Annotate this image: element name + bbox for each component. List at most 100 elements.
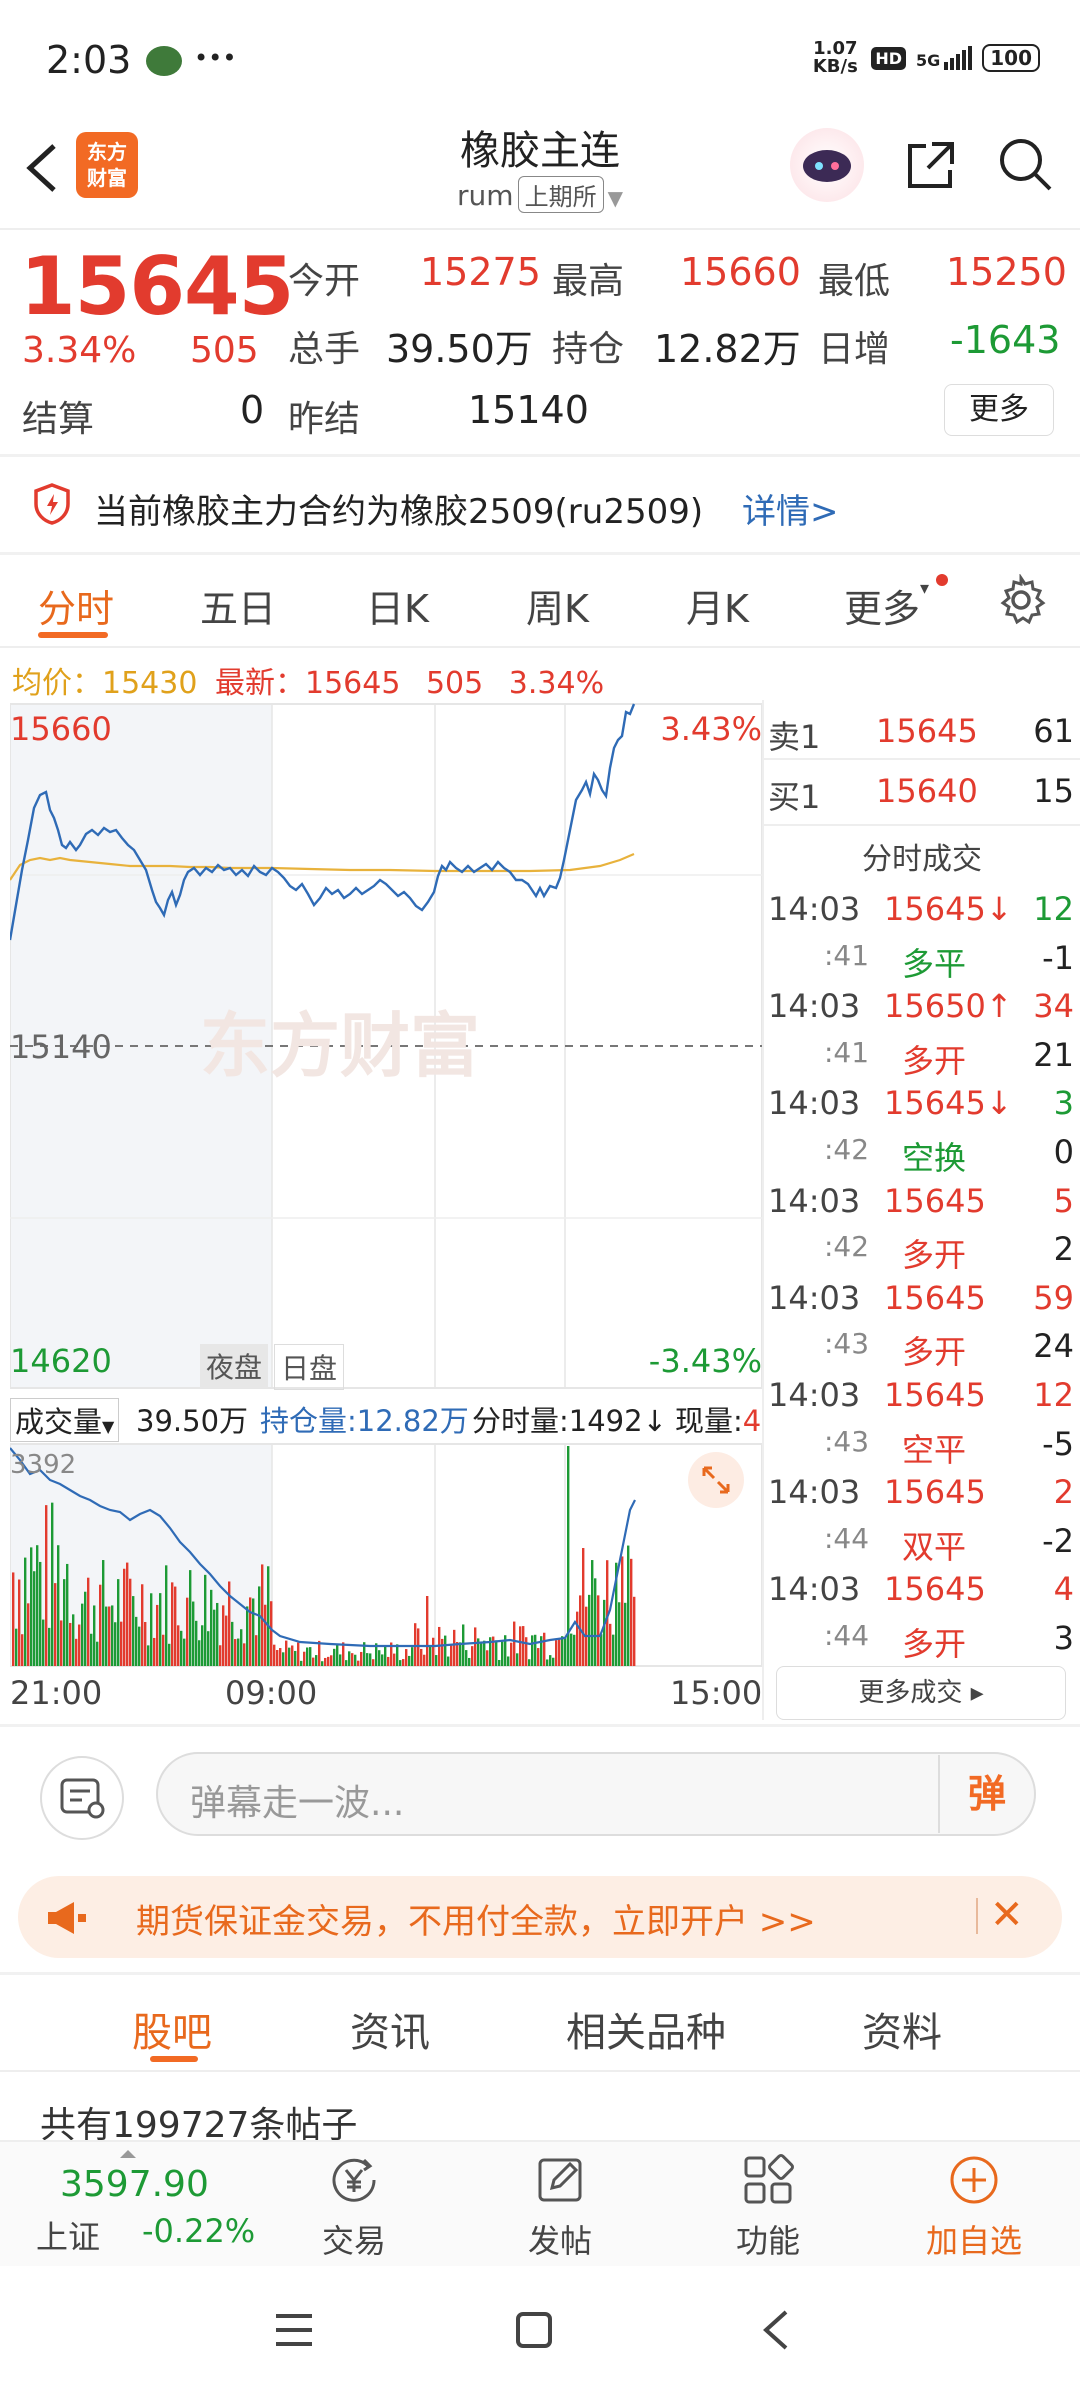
robot-icon [803,150,851,182]
search-button[interactable] [995,134,1055,194]
nav-add-watch[interactable]: 加自选 [914,2150,1034,2262]
danmu-send-button[interactable]: 弹 [938,1755,1034,1833]
indicator-selector[interactable]: 成交量▼ [10,1398,120,1442]
volume-bar [342,1642,345,1666]
back-button[interactable] [18,138,78,198]
app-logo: 东方财富 [76,132,138,198]
volume-bar [525,1637,528,1666]
bid-price: 15640 [876,772,978,810]
volume-chart[interactable]: 3392 [9,1440,763,1670]
volume-bar [480,1641,483,1666]
trade-time: :44 [824,1521,870,1555]
notice-divider [0,552,1080,555]
trade-row: 14:03 15645↓ 12 [764,890,1080,938]
volume-bar [162,1634,165,1666]
expand-chart-button [688,1452,744,1508]
low-label: 最低 [818,261,891,302]
volume-bar [99,1584,102,1666]
trade-row: 14:03 15645 2 [764,1473,1080,1521]
volume-bar [621,1556,624,1666]
ai-assistant-button[interactable] [790,128,864,202]
volume-bar [279,1648,282,1666]
volume-bar [462,1624,465,1666]
contract-subtitle[interactable]: rum 上期所 ▼ [340,176,740,213]
volume-bar [240,1629,243,1666]
tab-daily-k[interactable]: 日K [366,587,429,631]
tab-forum[interactable]: 股吧 [132,2010,212,2056]
tab-related[interactable]: 相关品种 [566,2010,726,2056]
shield-warning-icon [30,482,74,526]
volume-bar [102,1560,105,1666]
volume-bar [573,1634,576,1666]
volume-bar [543,1632,546,1666]
trade-time: 14:03 [768,1473,861,1512]
section-divider [0,2070,1080,2072]
trade-row: 14:03 15645 12 [764,1376,1080,1424]
trade-qty: 0 [1053,1133,1074,1171]
trade-price: 15645 [884,1278,986,1317]
tab-five-day[interactable]: 五日 [200,587,277,631]
tab-intraday[interactable]: 分时 [38,587,115,631]
page-title: 橡胶主连 [460,128,620,174]
trade-price: 15645↓ [884,1084,1013,1123]
tab-monthly-k[interactable]: 月K [686,587,749,631]
trade-qty: -1 [1042,938,1074,977]
caret-down-icon: ▾ [920,578,930,599]
volume-bar [177,1625,180,1666]
time-tick-mid: 09:00 [225,1674,318,1712]
home-icon[interactable] [514,2310,554,2350]
index-change: -0.22% [142,2212,256,2250]
chevron-down-icon: ▼ [607,186,623,210]
nav-trade[interactable]: 交易 [294,2150,414,2262]
volume-bar [117,1579,120,1666]
nav-function[interactable]: 功能 [708,2150,828,2262]
tab-more[interactable]: 更多▾ [844,578,930,631]
close-icon[interactable]: ✕ [990,1892,1024,1938]
menu-icon[interactable] [272,2310,316,2350]
volume-bar [129,1578,132,1666]
day-session-toggle[interactable]: 日盘 [274,1344,345,1390]
trade-time: :41 [824,938,870,972]
tab-weekly-k[interactable]: 周K [526,587,589,631]
volume-bar [630,1558,633,1666]
trade-row: :42 多开 2 [764,1230,1080,1278]
volume-bar [540,1636,543,1666]
volume-bar [270,1601,273,1666]
trade-row: :41 多开 21 [764,1036,1080,1084]
volume-bar [405,1649,408,1666]
volume-bar [435,1655,438,1666]
promo-banner[interactable] [18,1876,1062,1958]
night-session-toggle[interactable]: 夜盘 [200,1344,269,1388]
volume-bar [495,1640,498,1666]
trade-qty: 59 [1033,1278,1074,1317]
notice-details-link[interactable]: 详情> [742,492,839,532]
volume-bar [537,1648,540,1666]
current-volume: 现量:4 [675,1404,762,1438]
share-button[interactable] [900,136,960,196]
trade-time: :41 [824,1035,870,1069]
back-nav-icon[interactable] [758,2308,794,2352]
open-interest-label: 持仓 [552,329,625,370]
network-speed: 1.07 KB/s [812,38,858,77]
open-label: 今开 [288,261,361,302]
volume-bar [615,1562,618,1666]
tab-news[interactable]: 资讯 [350,2010,430,2056]
volume-bar [288,1647,291,1666]
tab-profile[interactable]: 资料 [862,2010,942,2056]
volume-bar [228,1581,231,1666]
intraday-chart[interactable]: 东方财富 15660 3.43% 15140 14620 -3.43% 夜盘 日… [8,700,763,1390]
index-ticker[interactable]: 3597.90 上证 -0.22% [30,2150,260,2262]
volume-bar [522,1626,525,1666]
volume-bar [315,1655,318,1666]
volume-bar [264,1604,267,1666]
trade-time: 14:03 [768,987,861,1026]
volume-bar [12,1572,15,1666]
megaphone-icon [44,1896,88,1940]
more-trades-button[interactable]: 更多成交 ▸ [776,1666,1066,1720]
danmu-input[interactable] [156,1752,1036,1836]
comment-settings-button[interactable] [40,1756,124,1840]
nav-post[interactable]: 发帖 [500,2150,620,2262]
more-quote-button[interactable]: 更多 [944,384,1054,436]
chart-settings-button[interactable] [995,573,1047,626]
volume-bar [360,1651,363,1666]
